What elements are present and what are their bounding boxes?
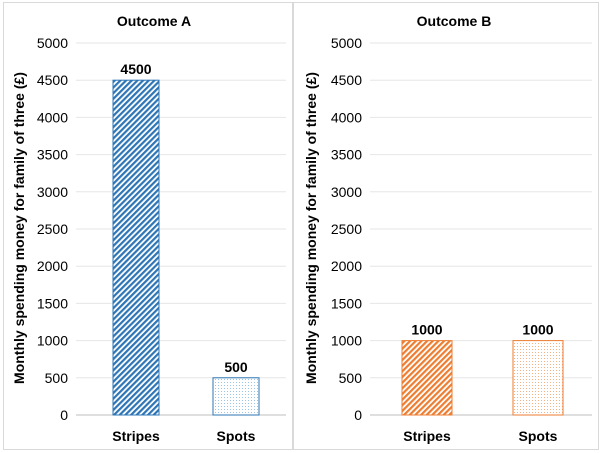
y-tick-label: 3500 bbox=[37, 147, 68, 163]
y-axis-label: Monthly spending money for family of thr… bbox=[11, 72, 27, 384]
y-tick-label: 0 bbox=[354, 407, 362, 423]
y-tick-label: 2000 bbox=[37, 258, 68, 274]
data-label: 1000 bbox=[522, 322, 553, 338]
bar-stripes bbox=[401, 340, 453, 416]
chart-title: Outcome A bbox=[117, 13, 191, 29]
bar-stripes bbox=[112, 79, 160, 416]
y-tick-label: 5000 bbox=[331, 35, 362, 51]
y-tick-label: 0 bbox=[60, 407, 68, 423]
y-tick-label: 3000 bbox=[37, 184, 68, 200]
bar-spots bbox=[512, 340, 564, 416]
chart-title: Outcome B bbox=[417, 13, 492, 29]
y-tick-label: 1500 bbox=[331, 295, 362, 311]
y-tick-label: 4000 bbox=[331, 109, 362, 125]
y-tick-label: 4500 bbox=[37, 72, 68, 88]
chart-panel-outcome-a: Outcome A Monthly spending money for fam… bbox=[3, 2, 293, 450]
data-label: 500 bbox=[224, 359, 248, 375]
data-label: 1000 bbox=[411, 322, 442, 338]
x-category-label: Spots bbox=[217, 428, 256, 444]
bar-spots bbox=[212, 377, 260, 416]
y-tick-label: 2500 bbox=[37, 221, 68, 237]
y-tick-label: 1000 bbox=[37, 333, 68, 349]
y-tick-label: 4000 bbox=[37, 109, 68, 125]
chart-panel-outcome-b: Outcome B Monthly spending money for fam… bbox=[293, 2, 599, 450]
y-axis-label: Monthly spending money for family of thr… bbox=[303, 72, 319, 384]
x-category-label: Spots bbox=[519, 428, 558, 444]
y-tick-label: 500 bbox=[45, 370, 69, 386]
y-tick-label: 4500 bbox=[331, 72, 362, 88]
y-tick-label: 2500 bbox=[331, 221, 362, 237]
data-label: 4500 bbox=[120, 61, 151, 77]
chart-outcome-a: Outcome A Monthly spending money for fam… bbox=[11, 13, 286, 444]
x-category-label: Stripes bbox=[403, 428, 451, 444]
y-tick-label: 5000 bbox=[37, 35, 68, 51]
y-tick-label: 3500 bbox=[331, 147, 362, 163]
y-tick-label: 2000 bbox=[331, 258, 362, 274]
chart-outcome-b: Outcome B Monthly spending money for fam… bbox=[303, 13, 592, 444]
y-tick-label: 1000 bbox=[331, 333, 362, 349]
y-tick-label: 3000 bbox=[331, 184, 362, 200]
y-tick-label: 1500 bbox=[37, 295, 68, 311]
y-tick-label: 500 bbox=[339, 370, 363, 386]
x-category-label: Stripes bbox=[112, 428, 160, 444]
